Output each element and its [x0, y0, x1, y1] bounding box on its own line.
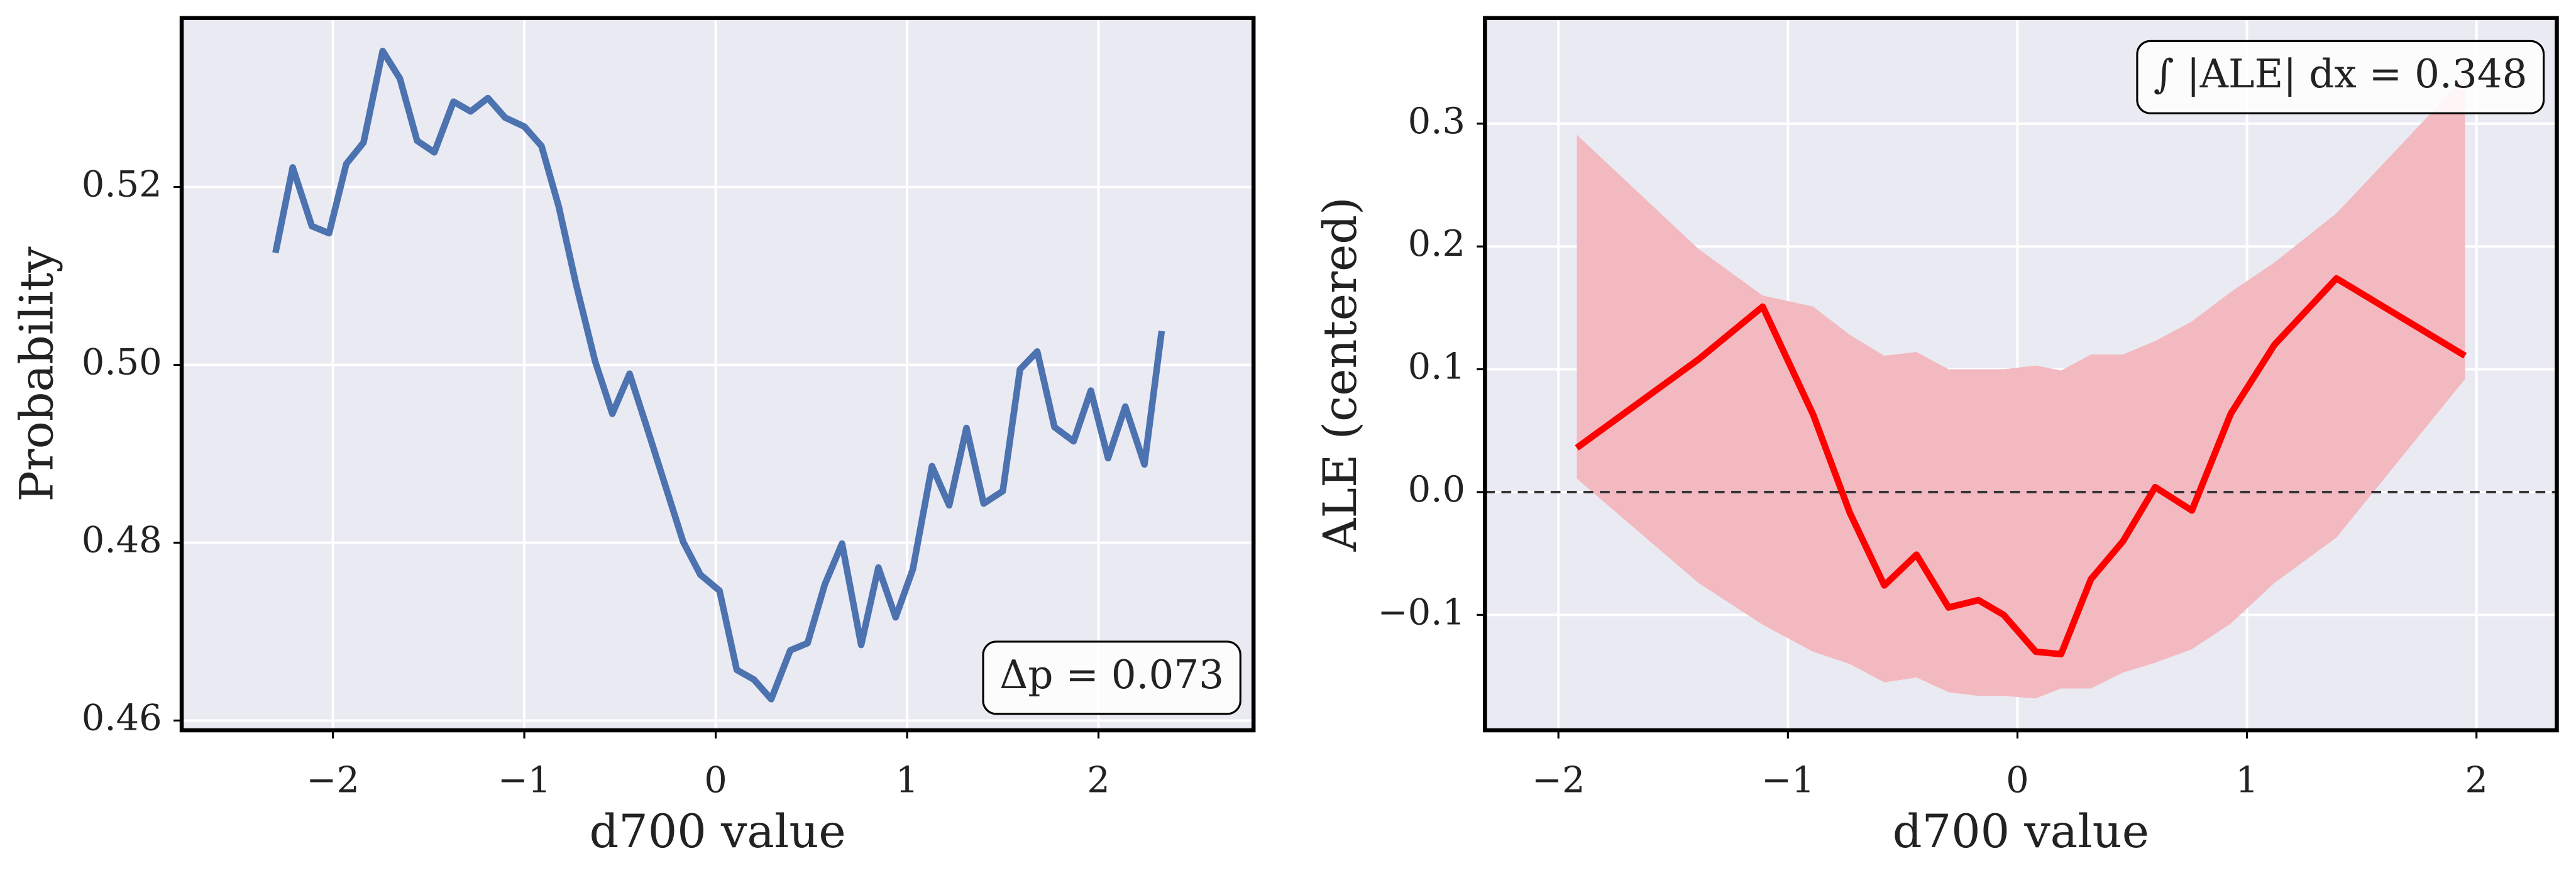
y-axis-label: Probability — [10, 246, 63, 502]
y-tick-label: 0.52 — [82, 163, 162, 206]
y-tick-label: 0.48 — [82, 519, 162, 561]
y-tick-label: 0.3 — [1408, 100, 1465, 142]
x-tick-label: 0 — [704, 759, 727, 801]
confidence-band — [1577, 77, 2465, 699]
x-axis-label: d700 value — [589, 805, 845, 859]
annotation-box — [982, 640, 1241, 715]
annotation-box — [2136, 40, 2545, 114]
x-tick-label: −2 — [306, 759, 360, 801]
annotation: ∫ |ALE| dx = 0.348 — [2136, 40, 2545, 114]
line — [272, 47, 1165, 703]
x-tick-label: −1 — [1761, 759, 1815, 801]
y-tick-label: −0.1 — [1378, 591, 1465, 633]
annotation: Δp = 0.073 — [982, 640, 1241, 715]
x-tick-label: −2 — [1532, 759, 1585, 801]
y-tick-label: 0.2 — [1408, 222, 1465, 265]
y-tick-label: 0.1 — [1408, 346, 1465, 388]
y-tick-label: 0.0 — [1408, 468, 1465, 510]
x-tick-label: 0 — [2006, 759, 2029, 801]
x-tick-label: 1 — [2235, 759, 2259, 801]
x-axis-label: d700 value — [1893, 805, 2149, 859]
line — [1575, 275, 2467, 658]
x-tick-label: 2 — [2465, 759, 2488, 801]
plot-background — [182, 18, 1254, 730]
y-tick-label: 0.50 — [82, 341, 162, 383]
x-tick-label: −1 — [498, 759, 551, 801]
y-tick-label: 0.46 — [82, 696, 162, 738]
annotation-text: ∫ |ALE| dx = 0.348 — [2154, 51, 2527, 97]
x-tick-label: 2 — [1087, 759, 1110, 801]
annotation-text: Δp = 0.073 — [999, 652, 1224, 698]
plot-frame — [179, 16, 1256, 733]
plot-frame — [1483, 16, 2559, 733]
y-axis-label: ALE (centered) — [1314, 197, 1367, 552]
x-tick-label: 1 — [896, 759, 919, 801]
